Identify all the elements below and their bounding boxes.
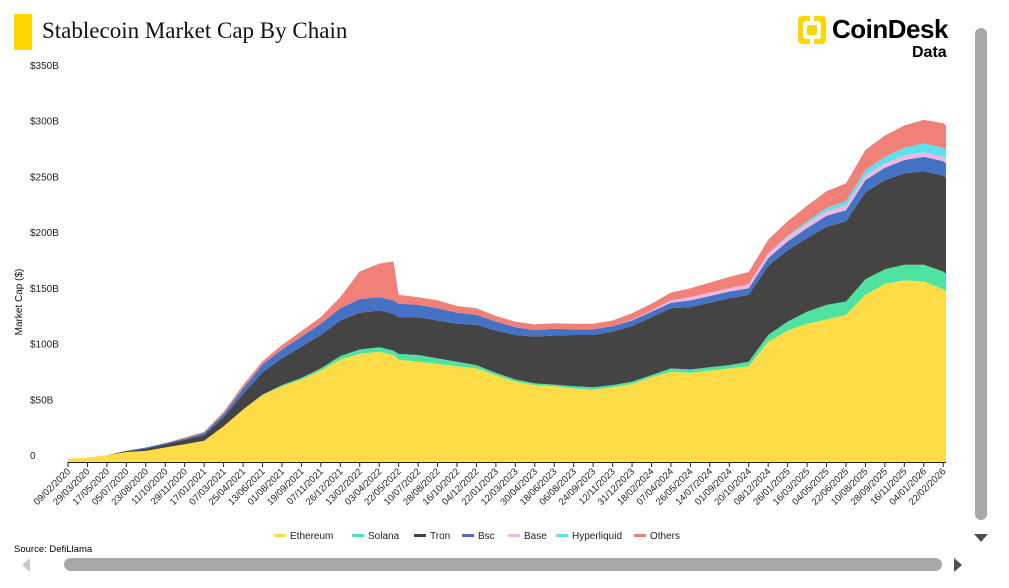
legend: Ethereum Solana Tron Bsc Base Hyperliquid Othe…	[274, 531, 680, 542]
area-layers	[68, 119, 946, 462]
legend-label: Others	[650, 531, 680, 542]
legend-swatch	[462, 534, 474, 537]
chart-title: Stablecoin Market Cap By Chain	[42, 18, 348, 43]
legend-swatch	[508, 534, 520, 537]
y-tick-label: $250B	[30, 172, 59, 183]
y-axis: 0 $50B $100B $150B $200B $250B $300B $350B Marke…	[14, 61, 59, 462]
scroll-left-arrow-icon[interactable]	[22, 558, 30, 572]
legend-label: Tron	[430, 531, 450, 542]
vertical-scrollbar[interactable]	[970, 14, 992, 554]
horizontal-scroll-thumb[interactable]	[64, 558, 942, 571]
y-tick-label: $100B	[30, 340, 59, 351]
y-tick-label: $300B	[30, 117, 59, 128]
legend-swatch	[352, 534, 364, 537]
brand-name: CoinDesk	[832, 14, 948, 44]
legend-item-hyperliquid[interactable]: Hyperliquid	[556, 531, 622, 542]
scroll-down-arrow-icon[interactable]	[974, 534, 988, 542]
coindesk-logo-icon	[798, 16, 826, 44]
legend-item-bsc[interactable]: Bsc	[462, 531, 495, 542]
y-tick-label: $150B	[30, 284, 59, 295]
legend-item-solana[interactable]: Solana	[352, 531, 400, 542]
scroll-right-arrow-icon[interactable]	[954, 558, 962, 572]
area-ethereum	[68, 280, 946, 462]
legend-swatch	[414, 534, 426, 537]
legend-label: Hyperliquid	[572, 531, 622, 542]
legend-swatch	[556, 534, 568, 537]
horizontal-scrollbar[interactable]	[14, 556, 974, 574]
legend-label: Bsc	[478, 531, 495, 542]
y-tick-label: $50B	[30, 395, 54, 406]
legend-swatch	[274, 534, 286, 537]
x-axis: 09/02/202029/03/202017/05/202005/07/2020…	[32, 462, 948, 508]
y-tick-label: $200B	[30, 228, 59, 239]
legend-item-ethereum[interactable]: Ethereum	[274, 531, 333, 542]
legend-label: Solana	[368, 531, 400, 542]
legend-item-others[interactable]: Others	[634, 531, 680, 542]
coindesk-logo: CoinDesk Data	[796, 14, 966, 64]
legend-item-base[interactable]: Base	[508, 531, 547, 542]
vertical-scroll-thumb[interactable]	[975, 28, 987, 520]
legend-label: Base	[524, 531, 547, 542]
legend-label: Ethereum	[290, 531, 333, 542]
area-tron	[68, 171, 946, 459]
stacked-area-chart: 0 $50B $100B $150B $200B $250B $300B $350B Marke…	[14, 61, 948, 542]
y-tick-label: $350B	[30, 61, 59, 72]
legend-item-tron[interactable]: Tron	[414, 531, 450, 542]
y-axis-label: Market Cap ($)	[14, 269, 25, 336]
y-tick-label: 0	[30, 451, 36, 462]
legend-swatch	[634, 534, 646, 537]
brand-subtitle: Data	[912, 44, 947, 61]
source-note: Source: DefiLlama	[14, 544, 93, 555]
title-accent-bar	[14, 14, 32, 50]
